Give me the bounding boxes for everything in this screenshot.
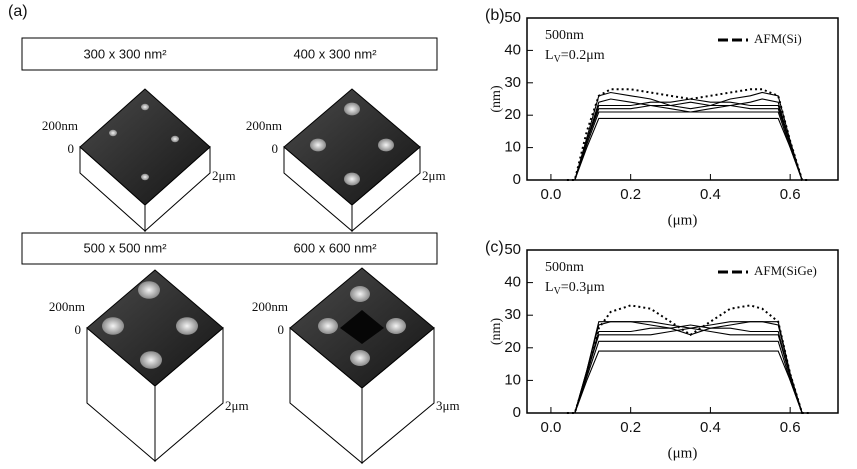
- lateral-label: 2μm: [422, 168, 446, 183]
- annotation-l: L: [545, 48, 554, 63]
- x-axis-label: (μm): [668, 212, 698, 228]
- bump: [350, 286, 370, 302]
- legend-label: AFM(Si): [754, 31, 802, 46]
- z-label: 0: [68, 141, 75, 156]
- profile-line: [574, 111, 803, 181]
- bump: [176, 317, 198, 335]
- profile-line: [574, 340, 803, 414]
- profile-line: [574, 91, 803, 181]
- profile-line: [574, 98, 803, 181]
- panel-label: (a): [8, 3, 28, 20]
- bump: [141, 103, 149, 111]
- annotation: LV=0.2μm: [545, 48, 605, 65]
- y-tick-label: 10: [504, 371, 521, 388]
- block-top: [79, 88, 211, 206]
- x-tick-label: 0.2: [620, 419, 641, 436]
- y-axis-label: (nm): [489, 318, 504, 346]
- x-tick-label: 0.4: [700, 186, 721, 203]
- y-tick-label: 0: [513, 404, 521, 421]
- charts: 0 10 20 30 40 50 0.0 0.2 0.4 0.6 (μm) (nm) (b) 500nm L…: [485, 7, 839, 461]
- annotation-rest: =0.2μm: [561, 48, 605, 63]
- plot-frame: [526, 249, 839, 414]
- y-tick-label: 20: [504, 339, 521, 356]
- profile-line: [574, 350, 803, 414]
- size-label: 300 x 300 nm²: [83, 46, 167, 61]
- y-tick-label: 20: [504, 106, 521, 123]
- size-label: 400 x 300 nm²: [293, 46, 377, 61]
- plot-frame: [526, 17, 839, 181]
- y-tick-label: 0: [513, 171, 521, 188]
- profile-line: [574, 327, 803, 414]
- legend-label: AFM(SiGe): [754, 263, 817, 278]
- profile-line: [574, 321, 803, 414]
- profile-line: [574, 117, 803, 181]
- x-tick-label: 0.6: [780, 186, 801, 203]
- x-tick-label: 0.4: [700, 419, 721, 436]
- y-tick-label: 50: [504, 9, 521, 26]
- bump: [138, 281, 160, 299]
- y-tick-label: 40: [504, 274, 521, 291]
- annotation: 500nm: [545, 28, 584, 43]
- bump: [378, 138, 394, 152]
- bump: [141, 173, 149, 181]
- bump: [171, 135, 179, 143]
- lateral-label: 2μm: [225, 398, 249, 413]
- block-top: [283, 88, 421, 206]
- annotation-sub: V: [554, 54, 562, 65]
- size-box: [21, 232, 438, 265]
- bump: [140, 351, 162, 369]
- size-label: 500 x 500 nm²: [83, 240, 167, 255]
- annotation-sub: V: [554, 286, 562, 297]
- panel-label: (b): [485, 7, 505, 24]
- profile-line: [574, 321, 803, 414]
- profile-line: [574, 98, 803, 181]
- z-label: 200nm: [42, 118, 78, 133]
- profile-line: [574, 101, 803, 181]
- x-tick-label: 0.2: [620, 186, 641, 203]
- lateral-label: 3μm: [436, 398, 460, 413]
- bottom-label: 0: [152, 468, 159, 469]
- annotation-rest: =0.3μm: [561, 280, 605, 295]
- y-tick-label: 10: [504, 139, 521, 156]
- z-label: 200nm: [246, 118, 282, 133]
- x-axis-label: (μm): [668, 445, 698, 461]
- bump: [310, 138, 326, 152]
- bump: [350, 350, 370, 366]
- profile-line: [574, 324, 803, 414]
- size-label: 600 x 600 nm²: [293, 240, 377, 255]
- panel-label: (c): [485, 239, 504, 256]
- size-box: [21, 37, 438, 71]
- bump: [386, 318, 406, 334]
- x-tick-label: 0.0: [540, 186, 561, 203]
- bump: [109, 129, 117, 137]
- grid-pattern: [340, 310, 384, 344]
- y-tick-label: 30: [504, 74, 521, 91]
- bump: [102, 317, 124, 335]
- lateral-label: 2μm: [212, 168, 236, 183]
- annotation-l: L: [545, 280, 554, 295]
- annotation: 500nm: [545, 260, 584, 275]
- y-tick-label: 30: [504, 306, 521, 323]
- y-tick-label: 50: [504, 241, 521, 258]
- bump: [344, 102, 360, 116]
- bump: [344, 172, 360, 186]
- annotation: LV=0.3μm: [545, 280, 605, 297]
- bump: [318, 318, 338, 334]
- x-tick-label: 0.0: [540, 419, 561, 436]
- x-tick-label: 0.6: [780, 419, 801, 436]
- y-axis-label: (nm): [489, 85, 504, 113]
- z-label: 0: [278, 322, 285, 337]
- y-tick-label: 40: [504, 41, 521, 58]
- z-label: 200nm: [252, 299, 288, 314]
- z-label: 0: [75, 322, 82, 337]
- afm-images: 200nm02μm200nm02μm200nm02μm0200nm03μm0: [42, 88, 460, 469]
- block-top: [86, 269, 224, 387]
- z-label: 0: [272, 141, 279, 156]
- z-label: 200nm: [49, 299, 85, 314]
